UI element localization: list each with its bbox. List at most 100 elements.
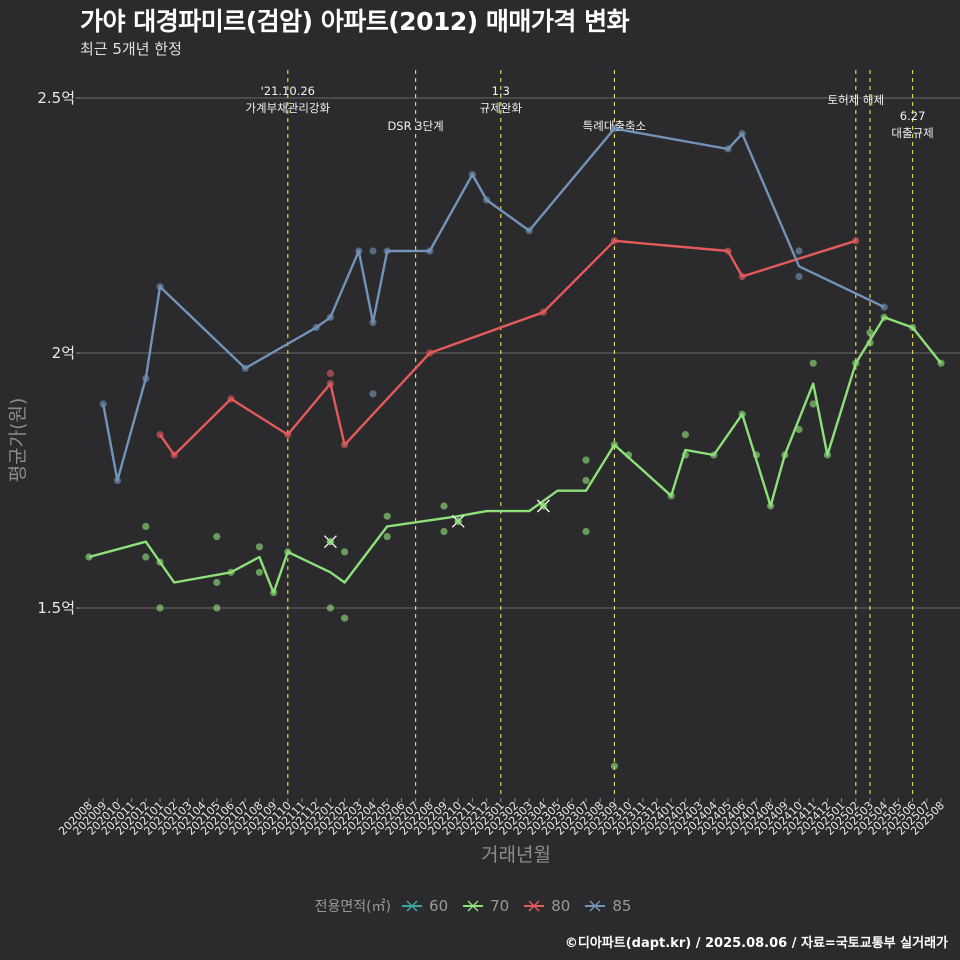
series-line-70 — [88, 316, 942, 594]
series-85 — [99, 125, 888, 485]
data-point-70 — [610, 441, 619, 449]
data-point-70 — [142, 522, 150, 531]
data-point-70 — [781, 451, 789, 459]
data-point-85 — [880, 303, 888, 311]
data-point-70 — [681, 451, 690, 459]
data-point-70 — [255, 543, 263, 551]
legend-item-80[interactable]: 80 — [523, 897, 570, 915]
data-point-85 — [241, 364, 249, 372]
data-point-70 — [156, 558, 164, 566]
data-point-70 — [213, 533, 221, 541]
data-point-70 — [610, 762, 619, 770]
data-point-70 — [326, 604, 334, 612]
cross-point — [326, 538, 334, 546]
data-point-70 — [625, 451, 633, 459]
data-point-70 — [156, 604, 164, 612]
data-point-70 — [710, 451, 718, 459]
data-point-85 — [383, 247, 391, 255]
data-point-80 — [852, 237, 860, 245]
data-point-85 — [312, 323, 320, 332]
data-point-85 — [525, 227, 533, 235]
data-point-85 — [99, 400, 107, 408]
data-point-70 — [341, 548, 349, 556]
data-point-80 — [284, 431, 292, 439]
data-point-85 — [483, 196, 491, 204]
grid-layer — [80, 97, 960, 609]
series-layer — [85, 125, 945, 770]
data-point-80 — [227, 395, 235, 403]
data-point-70 — [383, 512, 391, 520]
legend-key-80 — [524, 900, 545, 912]
y-axis-title: 평균가(원) — [7, 398, 29, 483]
cross-marker-70 — [451, 514, 465, 528]
data-point-85 — [468, 170, 476, 179]
annotation-label: '21.10.26 — [261, 84, 315, 98]
series-line-85 — [102, 127, 885, 482]
cross-marker-70 — [323, 535, 337, 549]
legend-label-85: 85 — [612, 897, 632, 915]
data-point-80 — [326, 380, 334, 388]
data-point-85 — [142, 374, 150, 383]
data-point-70 — [142, 553, 150, 561]
data-point-80 — [170, 451, 178, 459]
legend-item-85[interactable]: 85 — [584, 897, 631, 915]
legend-key-85 — [585, 900, 606, 912]
data-point-70 — [937, 359, 945, 367]
legend-label-60: 60 — [429, 897, 449, 915]
data-point-70 — [681, 431, 690, 439]
data-point-70 — [823, 451, 832, 459]
data-point-70 — [440, 527, 448, 536]
cross-point — [454, 517, 462, 525]
data-point-70 — [752, 451, 761, 459]
data-point-85 — [610, 125, 619, 133]
data-point-70 — [795, 425, 803, 434]
legend-title: 전용면적(㎡) — [314, 899, 392, 915]
data-point-80 — [610, 237, 619, 245]
data-point-70 — [866, 329, 874, 337]
annotation-label: 토허제 해제 — [828, 93, 885, 107]
data-point-80 — [156, 431, 164, 439]
series-line-80 — [159, 239, 857, 457]
legend: 전용면적(㎡) 60 70 80 85 — [0, 896, 960, 916]
data-point-85 — [369, 390, 377, 398]
data-point-85 — [369, 318, 377, 326]
data-point-70 — [909, 323, 917, 332]
data-point-70 — [738, 410, 746, 418]
legend-item-70[interactable]: 70 — [462, 897, 509, 915]
data-point-70 — [767, 502, 775, 510]
data-point-70 — [255, 568, 263, 576]
legend-label-70: 70 — [490, 897, 510, 915]
annotation-label: DSR 3단계 — [387, 119, 443, 133]
data-point-85 — [355, 247, 363, 255]
data-point-70 — [866, 339, 874, 347]
data-point-70 — [383, 533, 391, 541]
data-point-85 — [795, 247, 803, 255]
data-point-80 — [738, 272, 746, 281]
data-point-70 — [270, 589, 278, 597]
data-point-70 — [213, 604, 221, 612]
data-point-70 — [880, 313, 888, 321]
data-point-80 — [426, 349, 434, 357]
data-point-85 — [369, 247, 377, 255]
series-80 — [156, 237, 860, 459]
legend-item-60[interactable]: 60 — [401, 897, 448, 915]
data-point-85 — [113, 476, 121, 485]
y-tick-label: 1.5억 — [37, 599, 75, 617]
annotation-label: 6.27 — [900, 109, 926, 123]
data-point-70 — [667, 492, 675, 500]
data-point-80 — [539, 308, 548, 316]
data-point-85 — [156, 283, 164, 291]
legend-key-60 — [402, 900, 423, 912]
data-point-80 — [341, 441, 349, 449]
data-point-80 — [724, 247, 732, 255]
data-point-85 — [724, 145, 732, 153]
legend-key-70 — [463, 900, 484, 912]
data-point-70 — [809, 400, 817, 408]
data-point-70 — [341, 614, 349, 622]
annotation-label: 1.3 — [492, 84, 510, 98]
annotation-label: 가계부채관리강화 — [245, 101, 330, 115]
data-point-85 — [738, 130, 746, 138]
